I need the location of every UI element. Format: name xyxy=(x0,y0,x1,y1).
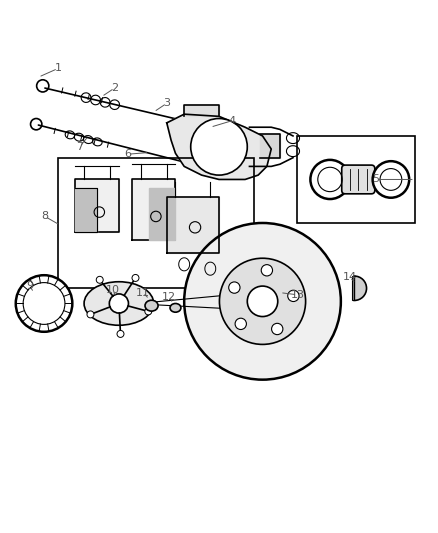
Text: 6: 6 xyxy=(124,149,131,159)
Circle shape xyxy=(229,282,240,293)
Text: 5: 5 xyxy=(372,174,379,184)
Wedge shape xyxy=(354,276,367,301)
Polygon shape xyxy=(260,134,280,158)
Circle shape xyxy=(16,275,72,332)
Circle shape xyxy=(132,274,139,281)
Ellipse shape xyxy=(170,303,181,312)
Circle shape xyxy=(110,294,128,313)
Circle shape xyxy=(87,311,94,318)
FancyBboxPatch shape xyxy=(342,165,375,194)
Text: 14: 14 xyxy=(343,272,357,282)
Polygon shape xyxy=(132,180,176,240)
Circle shape xyxy=(37,80,49,92)
Polygon shape xyxy=(75,188,97,232)
Circle shape xyxy=(117,330,124,337)
Circle shape xyxy=(247,286,278,317)
Circle shape xyxy=(219,258,306,344)
Text: 1: 1 xyxy=(54,63,61,74)
Text: 4: 4 xyxy=(229,116,236,126)
Circle shape xyxy=(184,223,341,379)
FancyBboxPatch shape xyxy=(352,276,354,300)
Circle shape xyxy=(261,264,272,276)
Ellipse shape xyxy=(84,282,154,325)
Circle shape xyxy=(191,118,247,175)
Circle shape xyxy=(145,308,152,315)
Text: 9: 9 xyxy=(26,281,33,291)
Text: 8: 8 xyxy=(41,212,49,221)
Circle shape xyxy=(288,290,299,302)
Circle shape xyxy=(272,324,283,335)
Text: 11: 11 xyxy=(136,288,150,297)
Text: 13: 13 xyxy=(290,290,304,300)
Text: 10: 10 xyxy=(106,286,120,295)
Text: 7: 7 xyxy=(76,142,83,152)
Circle shape xyxy=(31,118,42,130)
Ellipse shape xyxy=(145,300,158,311)
Polygon shape xyxy=(184,106,219,116)
Text: 2: 2 xyxy=(111,83,118,93)
Circle shape xyxy=(96,276,103,284)
Text: 12: 12 xyxy=(162,292,176,302)
Circle shape xyxy=(373,161,409,198)
Polygon shape xyxy=(75,180,119,232)
Polygon shape xyxy=(149,188,176,240)
Text: 3: 3 xyxy=(163,98,170,108)
Circle shape xyxy=(311,160,350,199)
Circle shape xyxy=(235,318,247,329)
Polygon shape xyxy=(167,197,219,254)
Polygon shape xyxy=(167,114,271,180)
